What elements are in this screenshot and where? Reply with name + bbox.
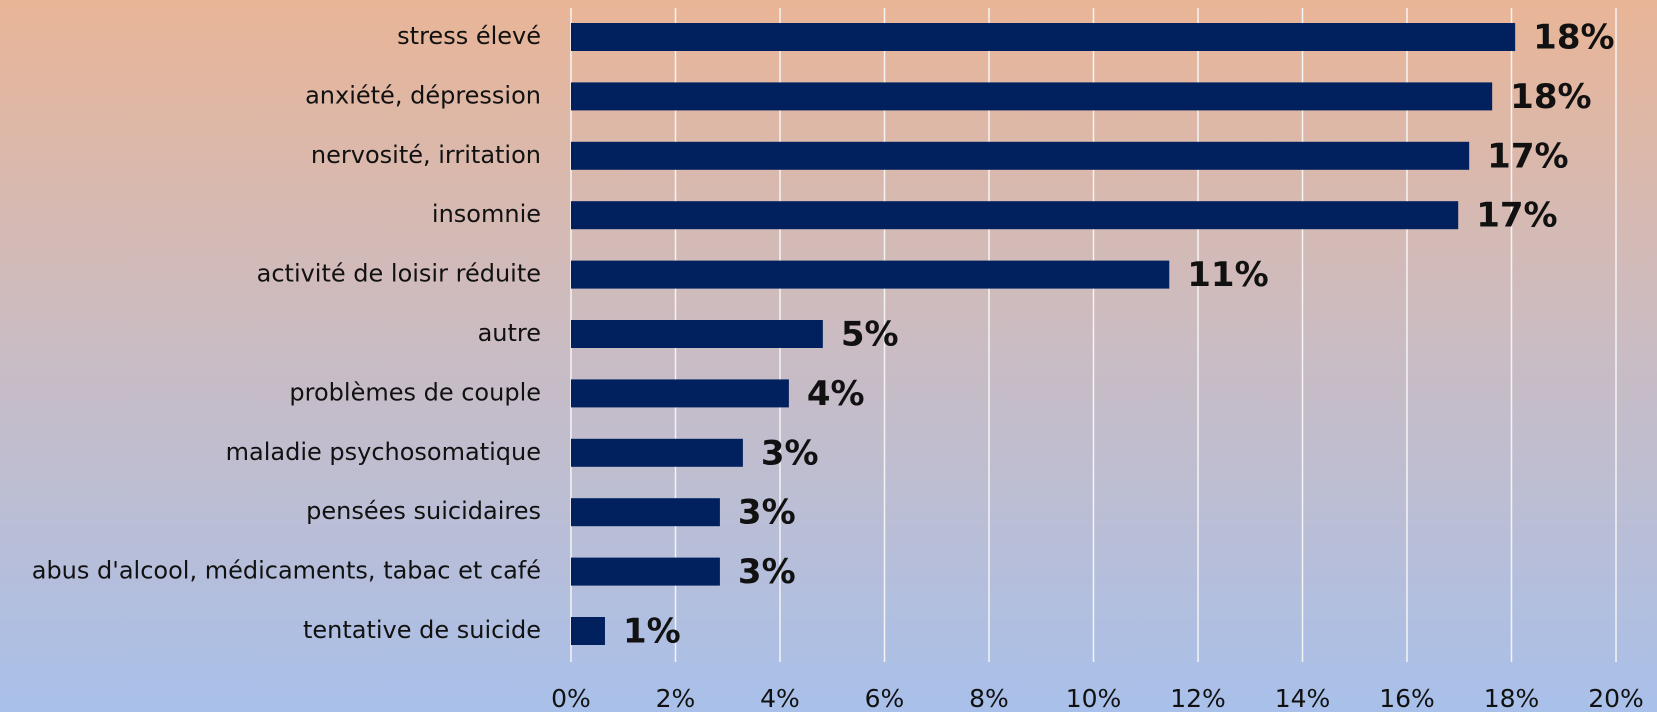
category-label: stress élevé [397, 22, 541, 50]
category-label: insomnie [432, 200, 541, 228]
x-tick-label: 14% [1275, 684, 1331, 712]
bar [571, 617, 605, 645]
category-label: problèmes de couple [289, 378, 541, 406]
value-label: 3% [761, 433, 819, 473]
value-label: 18% [1510, 77, 1591, 117]
category-label: autre [478, 319, 541, 347]
bar [571, 82, 1493, 111]
value-label: 17% [1487, 136, 1568, 176]
value-label: 11% [1187, 255, 1268, 295]
bar [571, 557, 720, 586]
bar [571, 201, 1459, 230]
bar [571, 23, 1516, 51]
category-label: anxiété, dépression [305, 81, 541, 109]
x-tick-label: 4% [760, 684, 800, 712]
value-label: 5% [841, 315, 899, 355]
x-tick-label: 20% [1588, 684, 1644, 712]
bar [571, 498, 720, 527]
value-label: 3% [738, 493, 796, 533]
bar [571, 379, 789, 408]
value-label: 18% [1533, 18, 1614, 58]
value-label: 4% [807, 374, 865, 414]
category-label: abus d'alcool, médicaments, tabac et caf… [32, 557, 541, 585]
category-label: activité de loisir réduite [257, 260, 541, 288]
category-label: maladie psychosomatique [226, 438, 541, 466]
category-label: nervosité, irritation [311, 141, 541, 169]
bar [571, 260, 1170, 289]
x-tick-label: 6% [865, 684, 905, 712]
value-label: 17% [1476, 196, 1557, 236]
x-tick-label: 0% [551, 684, 591, 712]
x-tick-label: 10% [1066, 684, 1122, 712]
bar [571, 438, 743, 467]
bar [571, 141, 1470, 170]
value-label: 3% [738, 552, 796, 592]
x-tick-label: 2% [656, 684, 696, 712]
x-tick-label: 16% [1379, 684, 1435, 712]
category-label: pensées suicidaires [306, 497, 541, 525]
x-tick-label: 18% [1484, 684, 1540, 712]
x-tick-label: 12% [1170, 684, 1226, 712]
x-tick-label: 8% [969, 684, 1009, 712]
value-label: 1% [623, 612, 681, 652]
bar [571, 320, 823, 348]
category-label: tentative de suicide [303, 616, 541, 644]
